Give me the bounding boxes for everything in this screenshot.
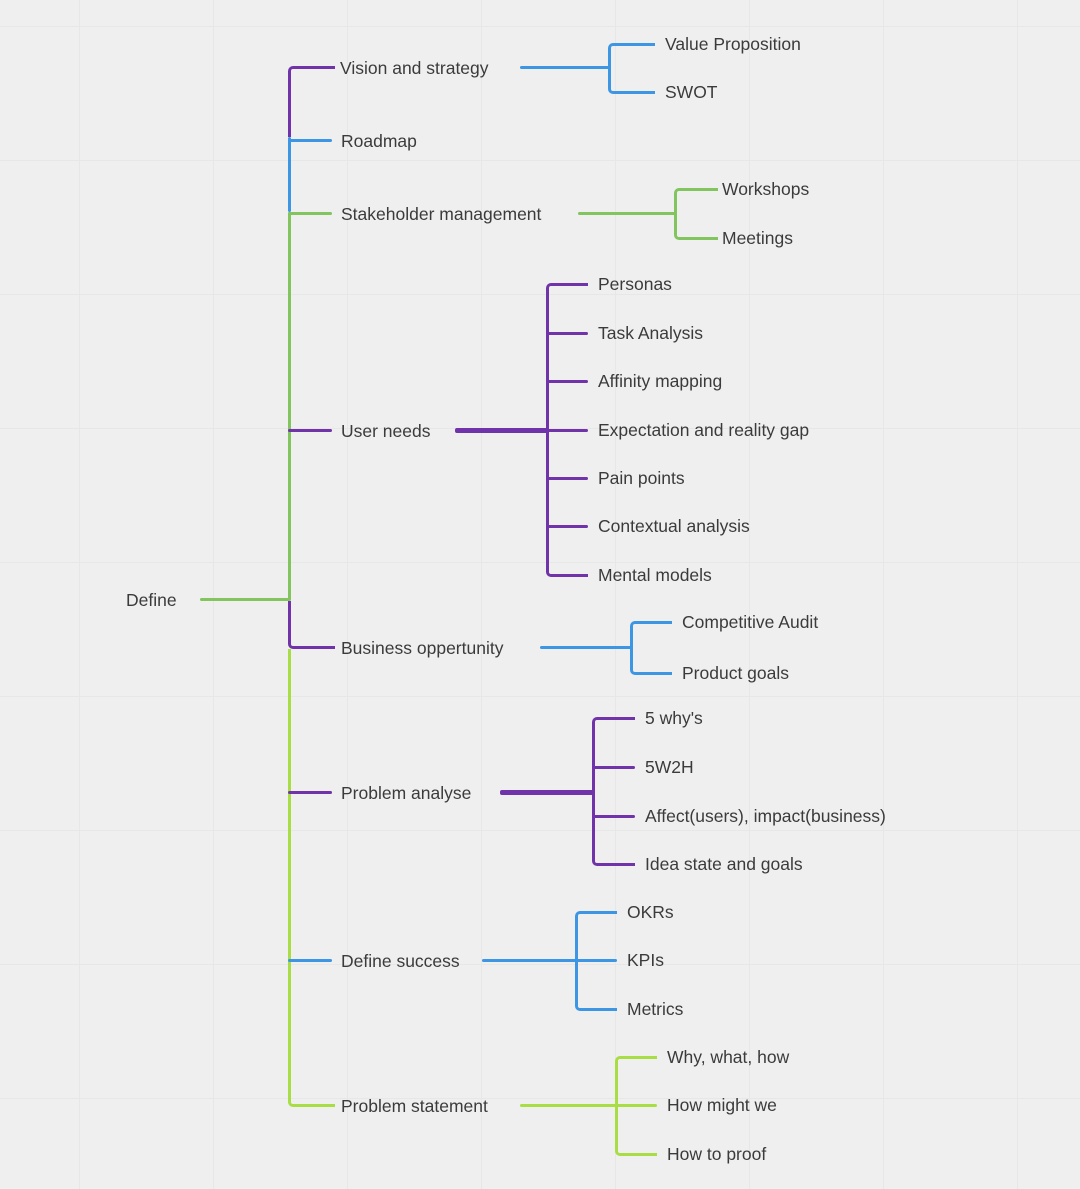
node-personas[interactable]: Personas (598, 274, 672, 294)
bracket-stakeholder-children (674, 188, 718, 240)
stub-roadmap (288, 139, 332, 142)
bracket-problem-analyse-children (592, 717, 635, 866)
node-vision-and-strategy[interactable]: Vision and strategy (340, 58, 489, 78)
stub-5w2h (592, 766, 635, 769)
node-affect-impact[interactable]: Affect(users), impact(business) (645, 806, 886, 826)
node-define-success[interactable]: Define success (341, 951, 460, 971)
node-affinity-mapping[interactable]: Affinity mapping (598, 371, 723, 391)
node-5w2h[interactable]: 5W2H (645, 757, 694, 777)
node-product-goals[interactable]: Product goals (682, 663, 790, 683)
root-connector (200, 598, 290, 601)
stub-task-analysis (546, 332, 588, 335)
bracket-vision-children (608, 43, 655, 94)
node-pain-points[interactable]: Pain points (598, 468, 685, 488)
node-mental-models[interactable]: Mental models (598, 565, 712, 585)
node-task-analysis[interactable]: Task Analysis (598, 323, 704, 343)
stub-stakeholder (288, 212, 332, 215)
node-define-root[interactable]: Define (126, 590, 177, 610)
spine-business-oppertunity-elbow (288, 601, 335, 649)
node-idea-state-and-goals[interactable]: Idea state and goals (645, 854, 803, 874)
node-meetings[interactable]: Meetings (722, 228, 794, 248)
stub-user-needs (288, 429, 332, 432)
node-5-whys[interactable]: 5 why's (645, 708, 703, 728)
node-expectation-and-reality-gap[interactable]: Expectation and reality gap (598, 420, 810, 440)
node-roadmap[interactable]: Roadmap (341, 131, 417, 151)
node-why-what-how[interactable]: Why, what, how (667, 1047, 790, 1067)
line-business-children (540, 646, 632, 649)
stub-define-success (288, 959, 332, 962)
line-user-needs-children (455, 428, 548, 433)
node-metrics[interactable]: Metrics (627, 999, 684, 1019)
node-user-needs[interactable]: User needs (341, 421, 431, 441)
spine-problem-statement-elbow (288, 649, 335, 1107)
spine-green-segment (288, 212, 291, 601)
node-how-to-proof[interactable]: How to proof (667, 1144, 767, 1164)
node-swot[interactable]: SWOT (665, 82, 718, 102)
stub-pain-points (546, 477, 588, 480)
stub-kpis (575, 959, 617, 962)
stub-affect-impact (592, 815, 635, 818)
line-problem-statement-children (520, 1104, 617, 1107)
node-problem-analyse[interactable]: Problem analyse (341, 783, 472, 803)
stub-problem-analyse (288, 791, 332, 794)
node-problem-statement[interactable]: Problem statement (341, 1096, 488, 1116)
line-define-success-children (482, 959, 577, 962)
line-problem-analyse-children (500, 790, 594, 795)
stub-how-might-we (615, 1104, 657, 1107)
node-business-oppertunity[interactable]: Business oppertunity (341, 638, 504, 658)
bracket-business-children (630, 621, 672, 675)
spine-top-purple-elbow (288, 66, 335, 137)
stub-affinity-mapping (546, 380, 588, 383)
line-vision-children (520, 66, 610, 69)
spine-blue-segment (288, 137, 291, 212)
node-workshops[interactable]: Workshops (722, 179, 810, 199)
node-okrs[interactable]: OKRs (627, 902, 674, 922)
line-stakeholder-children (578, 212, 676, 215)
node-how-might-we[interactable]: How might we (667, 1095, 777, 1115)
node-contextual-analysis[interactable]: Contextual analysis (598, 516, 750, 536)
node-stakeholder-management[interactable]: Stakeholder management (341, 204, 542, 224)
stub-contextual-analysis (546, 525, 588, 528)
stub-expectation-gap (546, 429, 588, 432)
node-kpis[interactable]: KPIs (627, 950, 664, 970)
node-competitive-audit[interactable]: Competitive Audit (682, 612, 819, 632)
node-value-proposition[interactable]: Value Proposition (665, 34, 801, 54)
